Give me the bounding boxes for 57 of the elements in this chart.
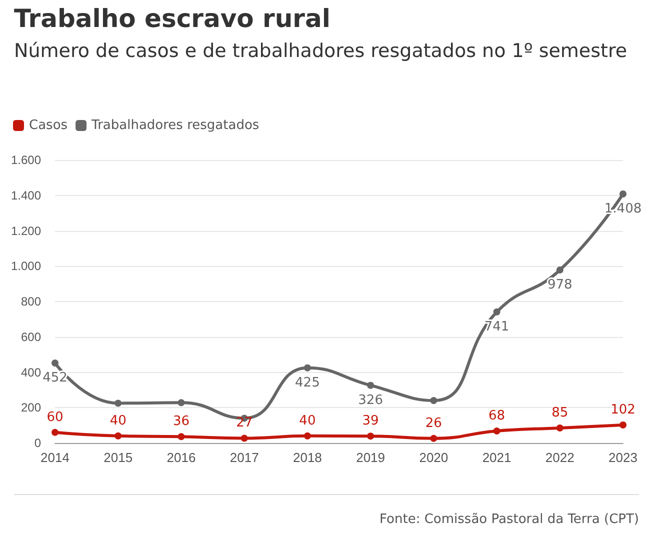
- x-tick-label: 2016: [166, 450, 196, 465]
- point: [52, 428, 58, 436]
- y-tick-label: 0: [34, 436, 42, 450]
- data-label: 36: [172, 414, 190, 430]
- point: [493, 427, 500, 434]
- y-tick-label: 1.400: [10, 188, 42, 202]
- point: [430, 397, 438, 404]
- data-label: 60: [46, 410, 64, 425]
- point: [367, 382, 374, 389]
- legend-label: Casos: [29, 118, 68, 133]
- data-label: 26: [425, 416, 442, 431]
- y-tick-label: 1.200: [10, 224, 42, 238]
- source-note: Fonte: Comissão Pastoral da Terra (CPT): [380, 512, 639, 527]
- data-label: 102: [610, 402, 636, 418]
- point: [178, 433, 185, 440]
- y-tick-label: 800: [20, 294, 42, 308]
- x-tick-label: 2015: [104, 450, 133, 465]
- point: [620, 190, 626, 198]
- x-tick-label: 2019: [356, 450, 386, 465]
- y-tick-label: 600: [20, 330, 42, 344]
- x-tick-label: 2023: [608, 450, 638, 465]
- data-label: 425: [295, 375, 320, 390]
- point: [304, 432, 311, 440]
- point: [556, 424, 564, 432]
- x-tick-label: 2021: [482, 450, 512, 465]
- data-label: 85: [552, 405, 568, 420]
- point: [556, 266, 564, 274]
- data-label: 68: [488, 408, 506, 424]
- y-tick-label: 1.600: [10, 153, 42, 167]
- point: [430, 434, 438, 442]
- x-tick-label: 2020: [419, 450, 448, 465]
- point: [178, 399, 185, 406]
- x-tick-label: 2018: [292, 450, 322, 465]
- point: [240, 434, 248, 442]
- chart-subtitle: Número de casos e de trabalhadores resgatados no 1º semestre: [14, 39, 628, 64]
- legend-label: Trabalhadores resgatados: [90, 118, 260, 133]
- point: [493, 308, 500, 316]
- data-label: 741: [484, 319, 510, 334]
- data-label: 39: [362, 414, 379, 429]
- x-tick-label: 2014: [40, 450, 70, 465]
- point: [304, 364, 311, 372]
- point: [52, 360, 58, 367]
- data-label: 978: [547, 278, 572, 293]
- data-label: 40: [299, 413, 316, 428]
- y-tick-label: 400: [20, 365, 42, 380]
- chart-title: Trabalho escravo rural: [14, 4, 330, 33]
- point: [620, 421, 626, 428]
- point: [114, 432, 122, 440]
- data-label: 40: [110, 413, 126, 428]
- point: [367, 432, 374, 440]
- point: [114, 400, 122, 407]
- y-tick-label: 200: [20, 400, 42, 415]
- x-tick-label: 2017: [230, 450, 259, 465]
- y-tick-label: 1.000: [10, 259, 42, 274]
- data-label: 326: [358, 392, 383, 408]
- x-tick-label: 2022: [545, 450, 574, 465]
- data-label: 27: [236, 416, 253, 431]
